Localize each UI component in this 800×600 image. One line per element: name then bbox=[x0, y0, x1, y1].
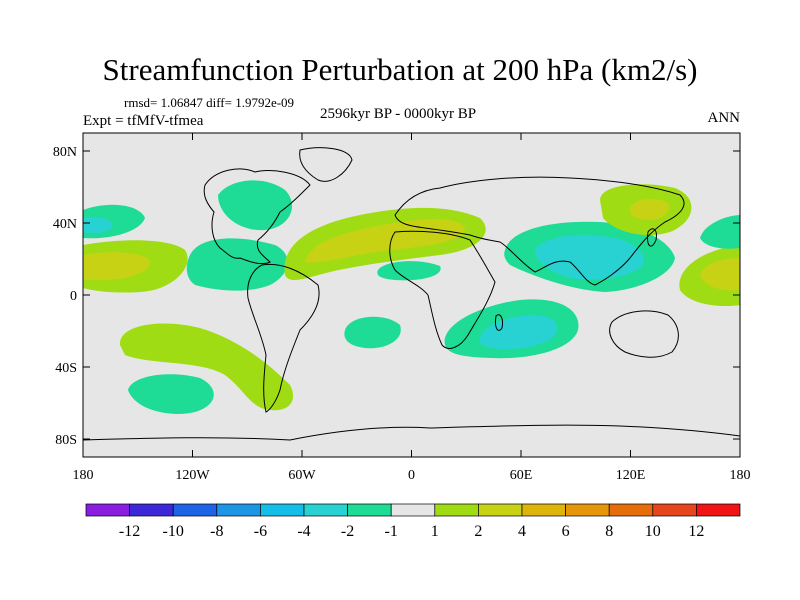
colorbar-label: 12 bbox=[688, 523, 704, 540]
anomaly-spac-neg bbox=[128, 374, 214, 414]
lat-tick-label: 40S bbox=[55, 361, 77, 376]
anomaly-caribbean-neg bbox=[186, 238, 288, 291]
colorbar-swatch bbox=[303, 503, 348, 517]
colorbar-label: -12 bbox=[119, 523, 140, 540]
coast-madagascar bbox=[495, 314, 503, 331]
period-label: 2596kyr BP - 0000kyr BP bbox=[320, 106, 477, 122]
lat-tick-label: 80N bbox=[53, 145, 77, 160]
coast-japan bbox=[647, 228, 657, 247]
colorbar-label: 1 bbox=[431, 523, 439, 540]
colorbar-swatch bbox=[521, 503, 566, 517]
anomaly-japan-pos-core bbox=[629, 198, 669, 220]
colorbar-swatch bbox=[608, 503, 654, 517]
coast-africa bbox=[389, 230, 496, 349]
lon-tick-label: 180 bbox=[73, 468, 94, 483]
lat-tick-label: 0 bbox=[70, 289, 77, 304]
colorbar-label: -8 bbox=[210, 523, 223, 540]
colorbar-swatch bbox=[260, 503, 305, 517]
axis-ticks: 80N 40N 0 40S 80S 180 120W 60W 0 60E 120E 180 bbox=[53, 133, 751, 483]
colorbar-swatch bbox=[652, 503, 697, 517]
coast-antarctica bbox=[83, 424, 740, 441]
anomaly-layer bbox=[83, 180, 740, 414]
chart-title: Streamfunction Perturbation at 200 hPa (… bbox=[102, 52, 698, 87]
lat-tick-label: 40N bbox=[53, 217, 77, 232]
colorbar-swatch bbox=[565, 503, 610, 517]
colorbar-label: -2 bbox=[341, 523, 354, 540]
lon-tick-label: 180 bbox=[730, 468, 751, 483]
coast-eurasia bbox=[394, 176, 685, 286]
colorbar-label: 4 bbox=[518, 523, 526, 540]
coast-australia bbox=[609, 310, 679, 358]
colorbar-label: -4 bbox=[297, 523, 310, 540]
anomaly-npac-neg-core bbox=[83, 217, 113, 234]
colorbar-label: -10 bbox=[163, 523, 184, 540]
colorbar-label: -6 bbox=[254, 523, 267, 540]
coast-greenland bbox=[299, 147, 353, 182]
coast-north-america bbox=[203, 168, 311, 265]
anomaly-canada-neg bbox=[218, 180, 293, 231]
colorbar-swatch bbox=[478, 503, 523, 517]
anomaly-npac-east-neg bbox=[700, 215, 740, 249]
anomaly-indian-neg-core bbox=[480, 315, 557, 350]
lat-tick-label: 80S bbox=[55, 433, 77, 448]
colorbar-swatch bbox=[434, 503, 479, 517]
anomaly-wpac-pos-core bbox=[700, 258, 740, 291]
lon-tick-label: 60W bbox=[288, 468, 316, 483]
colorbar-label: 10 bbox=[645, 523, 661, 540]
anomaly-asia-neg-core bbox=[535, 235, 644, 280]
colorbar-label: 6 bbox=[562, 523, 570, 540]
lon-tick-label: 60E bbox=[510, 468, 533, 483]
season-label: ANN bbox=[707, 110, 741, 126]
stats-label: rmsd= 1.06847 diff= 1.9792e-09 bbox=[124, 95, 295, 110]
colorbar-label: -1 bbox=[385, 523, 398, 540]
coastlines bbox=[83, 147, 740, 441]
anomaly-satl-neg bbox=[344, 316, 401, 349]
colorbar-swatch bbox=[216, 503, 261, 517]
colorbar-swatch bbox=[347, 503, 392, 517]
experiment-label: Expt = tfMfV-tfmea bbox=[83, 113, 204, 129]
lon-tick-label: 0 bbox=[408, 468, 415, 483]
colorbar-swatch bbox=[390, 503, 436, 517]
coast-south-america bbox=[247, 263, 320, 413]
colorbar-label: 2 bbox=[474, 523, 482, 540]
colorbar-swatch bbox=[129, 503, 174, 517]
lon-tick-label: 120E bbox=[616, 468, 646, 483]
lon-tick-label: 120W bbox=[175, 468, 210, 483]
colorbar-swatch bbox=[172, 503, 218, 517]
anomaly-sam-pos bbox=[119, 323, 294, 411]
colorbar-swatch bbox=[696, 503, 741, 517]
anomaly-atlantic-pos-core bbox=[305, 219, 465, 263]
colorbar-label: 8 bbox=[605, 523, 613, 540]
colorbar: -12 -10 -8 -6 -4 -2 -1 1 2 4 6 8 10 12 bbox=[85, 503, 741, 540]
anomaly-pacific-west-pos-core bbox=[83, 252, 151, 280]
colorbar-swatch bbox=[85, 503, 130, 517]
